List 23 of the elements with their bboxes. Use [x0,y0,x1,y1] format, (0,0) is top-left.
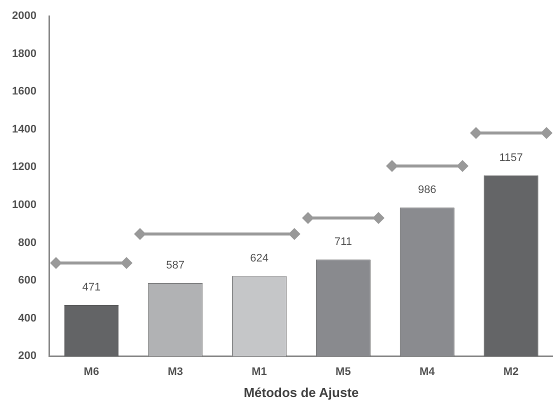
data-label: 711 [334,236,352,248]
y-tick-label: 1000 [12,199,36,212]
y-tick-label: 1600 [12,86,36,98]
y-tick-label: 1200 [12,161,36,174]
y-tick-label: 800 [18,236,36,249]
x-tick-label: M1 [252,366,267,378]
y-tick-label: 400 [18,312,36,324]
data-label: 587 [166,260,185,272]
y-tick-label: 1800 [12,48,36,60]
data-label: 624 [250,252,268,265]
y-tick-label: 1400 [12,123,36,136]
data-label: 1157 [499,152,523,164]
x-tick-label: M2 [503,366,519,378]
y-tick-label: 200 [18,350,36,362]
x-axis-title: Métodos de Ajuste [244,384,359,400]
y-tick-label: 600 [18,274,36,287]
x-tick-label: M6 [84,366,100,378]
x-tick-label: M4 [419,366,436,378]
y-tick-label: 2000 [12,10,36,22]
x-tick-label: M5 [336,366,351,378]
x-tick-label: M3 [168,366,183,378]
data-label: 986 [418,184,436,196]
data-label: 471 [82,282,101,294]
